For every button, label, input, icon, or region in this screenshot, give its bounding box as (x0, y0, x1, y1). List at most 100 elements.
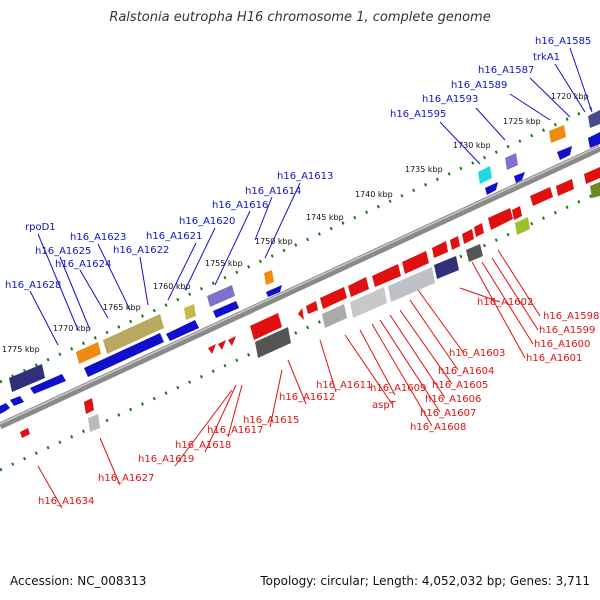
gene-block-navy-rev[interactable] (434, 256, 459, 279)
gene-forward[interactable] (0, 403, 10, 414)
gene-label-forward[interactable]: h16_A1616 (212, 200, 268, 211)
gene-forward[interactable] (588, 132, 600, 148)
gene-reverse[interactable] (530, 187, 553, 206)
kbp-label: 1750 kbp (255, 237, 293, 246)
gene-reverse[interactable] (298, 308, 304, 320)
gene-label-reverse[interactable]: h16_A1599 (539, 325, 595, 336)
gene-reverse[interactable] (462, 229, 474, 244)
forward-label-group: h16_A1585 trkA1 h16_A1587 h16_A1589 h16_… (5, 36, 591, 291)
gene-label-forward[interactable]: h16_A1621 (146, 231, 202, 242)
gene-reverse[interactable] (320, 287, 347, 309)
gene-reverse[interactable] (474, 223, 484, 237)
gene-reverse[interactable] (218, 340, 226, 350)
gene-label-reverse[interactable]: h16_A1603 (449, 348, 505, 359)
kbp-label: 1735 kbp (405, 165, 443, 174)
gene-label-forward[interactable]: rpoD1 (25, 222, 56, 233)
gene-block-silver-2[interactable] (388, 267, 435, 302)
gene-block-cyan[interactable] (478, 166, 492, 184)
gene-label-reverse[interactable]: h16_A1598 (543, 311, 599, 322)
gene-forward[interactable] (266, 285, 282, 297)
gene-forward[interactable] (213, 301, 239, 318)
gene-block-silver[interactable] (350, 287, 387, 318)
gene-block-lavender[interactable] (207, 285, 235, 307)
gene-label-reverse[interactable]: h16_A1607 (420, 408, 476, 419)
gene-label-reverse[interactable]: h16_A1606 (425, 394, 481, 405)
gene-label-forward[interactable]: h16_A1589 (451, 80, 507, 91)
reverse-genes (20, 167, 600, 438)
gene-forward[interactable] (514, 172, 525, 183)
gene-reverse[interactable] (20, 428, 30, 438)
gene-block-grey-2[interactable] (466, 244, 483, 262)
kbp-label: 1720 kbp (551, 92, 589, 101)
gene-block-olive[interactable] (103, 314, 164, 354)
gene-label-forward[interactable]: h16_A1614 (245, 186, 301, 197)
gene-label-forward[interactable]: h16_A1624 (55, 259, 111, 270)
gene-block-grey[interactable] (255, 327, 291, 358)
gene-forward[interactable] (84, 333, 164, 377)
gene-label-forward[interactable]: h16_A1625 (35, 246, 91, 257)
gene-reverse[interactable] (84, 398, 94, 414)
kbp-label: 1755 kbp (205, 259, 243, 268)
gene-label-reverse[interactable]: aspT (372, 400, 397, 411)
gene-block-orange[interactable] (76, 342, 101, 364)
gene-reverse[interactable] (584, 167, 600, 184)
gene-label-reverse[interactable]: h16_A1609 (370, 383, 426, 394)
gene-reverse[interactable] (348, 277, 369, 297)
gene-reverse[interactable] (250, 313, 282, 340)
gene-label-forward[interactable]: h16_A1613 (277, 171, 333, 182)
chromosome-backbone-highlight (0, 145, 600, 425)
gene-reverse[interactable] (488, 208, 513, 230)
gene-label-reverse[interactable]: h16_A1611 (316, 380, 372, 391)
gene-label-reverse[interactable]: h16_A1618 (175, 440, 231, 451)
gene-block-olive-rev[interactable] (590, 182, 600, 198)
gene-reverse[interactable] (556, 179, 574, 196)
gene-label-reverse[interactable]: h16_A1605 (432, 380, 488, 391)
kbp-label: 1775 kbp (2, 345, 40, 354)
gene-block-navy[interactable] (9, 364, 45, 392)
gene-reverse[interactable] (402, 251, 429, 274)
gene-label-forward[interactable]: h16_A1595 (390, 109, 446, 120)
kbp-label: 1765 kbp (103, 303, 141, 312)
gene-label-reverse[interactable]: h16_A1627 (98, 473, 154, 484)
gene-forward[interactable] (557, 146, 572, 160)
kbp-label: 1760 kbp (153, 282, 191, 291)
gene-label-forward[interactable]: h16_A1623 (70, 232, 126, 243)
gene-forward[interactable] (30, 374, 66, 394)
gene-label-forward[interactable]: h16_A1587 (478, 65, 534, 76)
gene-block-orange-2[interactable] (264, 270, 274, 285)
gene-label-reverse[interactable]: h16_A1604 (438, 366, 494, 377)
gene-label-forward[interactable]: h16_A1585 (535, 36, 591, 47)
gene-block-green[interactable] (515, 217, 530, 235)
gene-forward[interactable] (485, 182, 498, 195)
gene-label-reverse[interactable]: h16_A1601 (526, 353, 582, 364)
gene-block-navy-2[interactable] (588, 110, 600, 128)
gene-reverse[interactable] (450, 236, 460, 250)
gene-label-forward[interactable]: h16_A1620 (179, 216, 235, 227)
gene-block-orange-3[interactable] (549, 125, 566, 143)
gene-label-forward[interactable]: h16_A1622 (113, 245, 169, 256)
gene-label-forward[interactable]: h16_A1628 (5, 280, 61, 291)
gene-label-reverse[interactable]: h16_A1602 (477, 297, 533, 308)
gene-label-reverse[interactable]: h16_A1634 (38, 496, 94, 507)
gene-label-reverse[interactable]: h16_A1615 (243, 415, 299, 426)
gene-label-forward[interactable]: trkA1 (533, 52, 560, 63)
gene-label-reverse[interactable]: h16_A1608 (410, 422, 466, 433)
gene-reverse[interactable] (512, 206, 522, 220)
gene-reverse[interactable] (432, 241, 448, 258)
gene-reverse[interactable] (372, 264, 401, 287)
gene-label-reverse[interactable]: h16_A1619 (138, 454, 194, 465)
gene-forward[interactable] (10, 396, 24, 406)
forward-genes (0, 132, 600, 414)
gene-label-forward[interactable]: h16_A1593 (422, 94, 478, 105)
gene-block-lightgrey[interactable] (322, 304, 347, 328)
gene-label-reverse[interactable]: h16_A1617 (207, 425, 263, 436)
gene-reverse[interactable] (208, 344, 216, 354)
gene-block-khaki[interactable] (184, 304, 196, 320)
gene-block-lavender-2[interactable] (505, 153, 518, 170)
gene-reverse[interactable] (228, 336, 236, 346)
gene-reverse[interactable] (306, 301, 318, 314)
gene-block-lightgrey-2[interactable] (88, 414, 100, 432)
gene-label-reverse[interactable]: h16_A1600 (534, 339, 590, 350)
gene-forward[interactable] (166, 320, 199, 341)
gene-label-reverse[interactable]: h16_A1612 (279, 392, 335, 403)
